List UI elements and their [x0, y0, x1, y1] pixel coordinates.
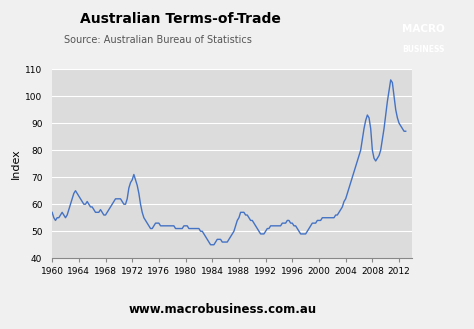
Y-axis label: Index: Index — [11, 148, 21, 179]
Text: MACRO: MACRO — [401, 24, 445, 34]
Text: Australian Terms-of-Trade: Australian Terms-of-Trade — [80, 12, 281, 26]
Text: Source: Australian Bureau of Statistics: Source: Australian Bureau of Statistics — [64, 35, 252, 44]
Text: BUSINESS: BUSINESS — [402, 45, 444, 54]
Text: www.macrobusiness.com.au: www.macrobusiness.com.au — [129, 303, 317, 316]
